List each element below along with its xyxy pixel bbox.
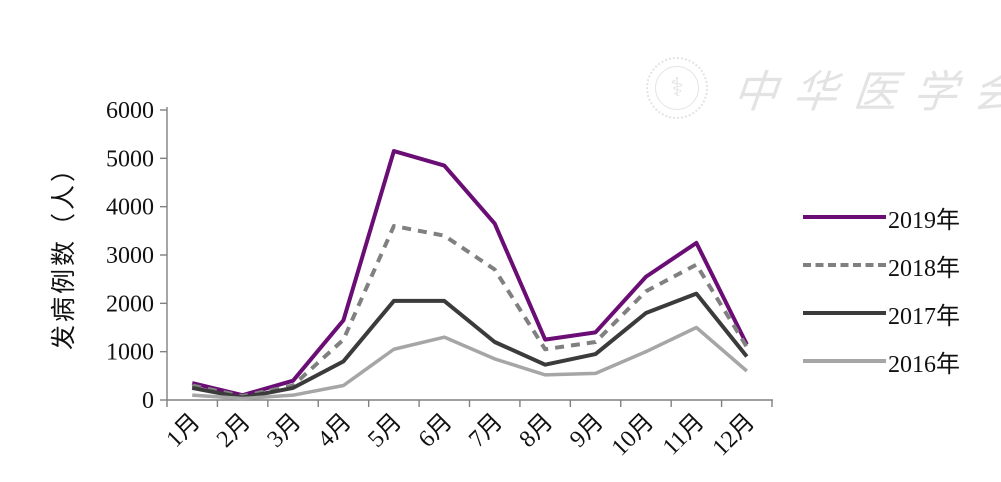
x-tick-label: 9月: [565, 409, 609, 453]
legend-line-sample-2019: [803, 215, 886, 219]
legend-line-sample-2017: [803, 311, 886, 315]
x-tick-label: 1月: [162, 409, 206, 453]
x-tick-label: 5月: [363, 409, 407, 453]
x-tick-label: 12月: [708, 409, 760, 461]
series-line-2019年: [191, 149, 749, 398]
x-tick-label: 10月: [607, 409, 659, 461]
x-tick-label: 3月: [262, 409, 306, 453]
medical-association-seal-icon: ⚕: [646, 57, 708, 119]
y-tick-label: 1000: [106, 340, 154, 366]
x-tick-label: 11月: [658, 409, 710, 461]
y-tick-label: 4000: [106, 195, 154, 221]
legend-item-2017: 2017年: [803, 300, 960, 330]
y-tick-label: 2000: [106, 291, 154, 317]
legend-line-sample-2018: [803, 263, 886, 267]
legend-item-2016: 2016年: [803, 348, 960, 378]
x-tick-label: 7月: [464, 409, 508, 453]
y-tick-label: 0: [142, 388, 154, 414]
x-tick-label: 4月: [313, 409, 357, 453]
x-tick-label: 2月: [212, 409, 256, 453]
x-tick-label: 8月: [515, 409, 559, 453]
legend-label: 2017年: [888, 303, 960, 330]
legend-label: 2016年: [888, 351, 960, 378]
series-line-2016年: [192, 325, 748, 401]
y-tick-label: 3000: [106, 243, 154, 269]
caduceus-icon: ⚕: [655, 66, 699, 110]
series-line-2017年: [191, 291, 749, 400]
legend-line-sample-2016: [803, 359, 886, 363]
x-tick-label: 6月: [414, 409, 458, 453]
y-axis-title: 发病例数（人）: [51, 153, 78, 351]
series-line-2018年: [191, 224, 749, 399]
y-tick-label: 5000: [106, 146, 154, 172]
legend: 2019年 2018年 2017年 2016年: [803, 204, 960, 378]
legend-item-2019: 2019年: [803, 204, 960, 234]
watermark: ⚕ 中华医学会: [646, 56, 1001, 120]
legend-label: 2018年: [888, 255, 960, 282]
legend-label: 2019年: [888, 207, 960, 234]
legend-item-2018: 2018年: [803, 252, 960, 282]
y-tick-label: 6000: [106, 98, 154, 124]
watermark-text: 中华医学会: [730, 68, 1001, 117]
